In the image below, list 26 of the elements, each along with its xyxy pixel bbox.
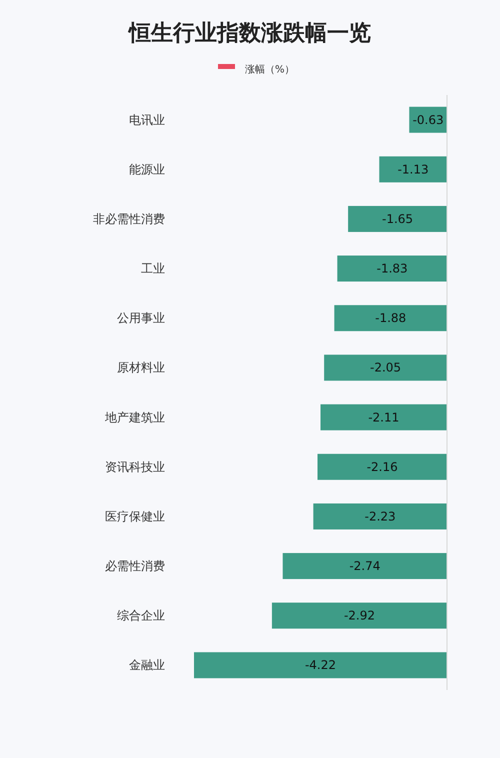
data-label: -4.22 <box>304 658 336 672</box>
y-tick-label: 医疗保健业 <box>105 509 165 524</box>
y-tick-label: 电讯业 <box>129 112 165 127</box>
y-tick-label: 必需性消费 <box>105 559 165 574</box>
y-tick-label: 原材料业 <box>117 360 165 375</box>
y-tick-label: 资讯科技业 <box>105 460 165 474</box>
y-tick-label: 金融业 <box>129 658 165 672</box>
y-tick-label: 能源业 <box>129 162 165 176</box>
data-label: -0.63 <box>412 112 444 127</box>
y-tick-label: 公用事业 <box>117 311 165 326</box>
data-label: -2.11 <box>368 410 400 424</box>
data-label: -2.16 <box>366 460 398 474</box>
data-label: -1.65 <box>382 212 414 226</box>
text: 涨幅（%） <box>245 64 295 76</box>
data-label: -1.13 <box>398 162 429 176</box>
data-label: -2.05 <box>370 360 402 375</box>
data-label: -2.74 <box>349 559 380 574</box>
data-label: -2.23 <box>364 509 396 524</box>
y-tick-label: 非必需性消费 <box>93 212 165 226</box>
data-label: -2.92 <box>344 608 375 623</box>
y-tick-label: 工业 <box>141 262 165 276</box>
data-label: -1.83 <box>376 262 408 276</box>
y-tick-label: 综合企业 <box>117 608 165 623</box>
data-label: -1.88 <box>375 311 406 326</box>
y-tick-label: 地产建筑业 <box>104 410 165 424</box>
chart-title: 恒生行业指数涨跌幅一览 <box>127 21 371 46</box>
